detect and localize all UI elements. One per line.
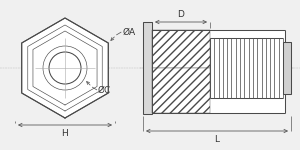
- Text: D: D: [178, 10, 184, 19]
- Text: H: H: [61, 129, 68, 138]
- Polygon shape: [22, 18, 108, 118]
- Bar: [152, 30, 285, 68]
- Bar: [283, 42, 291, 94]
- Bar: [152, 68, 210, 113]
- Bar: [152, 68, 285, 113]
- Bar: [152, 30, 210, 68]
- Bar: [143, 22, 152, 114]
- Text: ØA: ØA: [122, 27, 135, 36]
- Text: L: L: [214, 135, 220, 144]
- Text: ØC: ØC: [98, 85, 111, 94]
